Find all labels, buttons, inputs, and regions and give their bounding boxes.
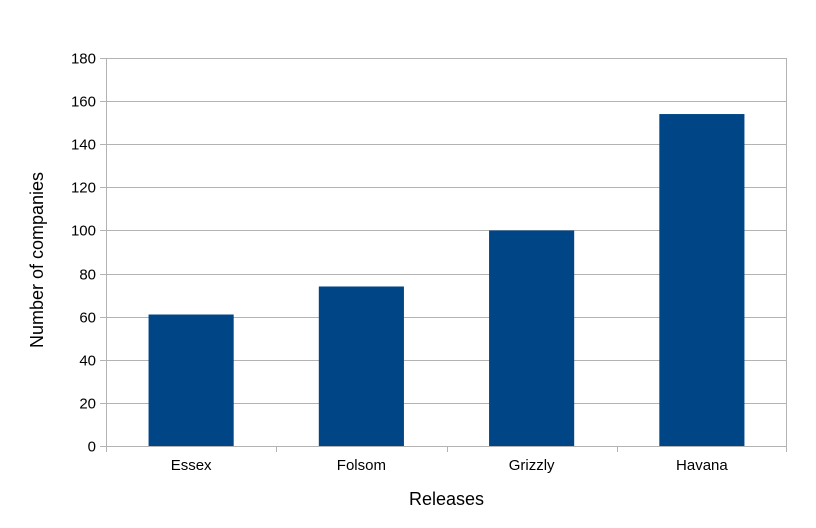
bar-havana bbox=[659, 114, 745, 447]
y-tick-label: 100 bbox=[71, 223, 96, 240]
y-tick-label: 0 bbox=[88, 439, 96, 456]
x-tick-label: Grizzly bbox=[509, 457, 555, 474]
y-tick-label: 60 bbox=[79, 310, 96, 327]
y-tick-label: 80 bbox=[79, 267, 96, 284]
bar-essex bbox=[148, 314, 234, 446]
y-axis-title: Number of companies bbox=[27, 172, 47, 348]
x-tick-label: Havana bbox=[676, 457, 728, 474]
y-tick-label: 20 bbox=[79, 396, 96, 413]
axes bbox=[100, 58, 787, 452]
y-tick-labels: 0 20 40 60 80 100 120 140 160 180 bbox=[71, 51, 96, 456]
x-tick-labels: Essex Folsom Grizzly Havana bbox=[171, 457, 729, 474]
x-tick-label: Essex bbox=[171, 457, 212, 474]
y-tick-label: 120 bbox=[71, 180, 96, 197]
y-tick-label: 40 bbox=[79, 353, 96, 370]
x-axis-title: Releases bbox=[409, 489, 484, 509]
bars bbox=[148, 114, 745, 447]
bar-grizzly bbox=[489, 230, 575, 446]
y-tick-label: 160 bbox=[71, 94, 96, 111]
bar-folsom bbox=[318, 286, 404, 446]
y-tick-label: 180 bbox=[71, 51, 96, 68]
y-tick-label: 140 bbox=[71, 137, 96, 154]
x-tick-label: Folsom bbox=[337, 457, 386, 474]
